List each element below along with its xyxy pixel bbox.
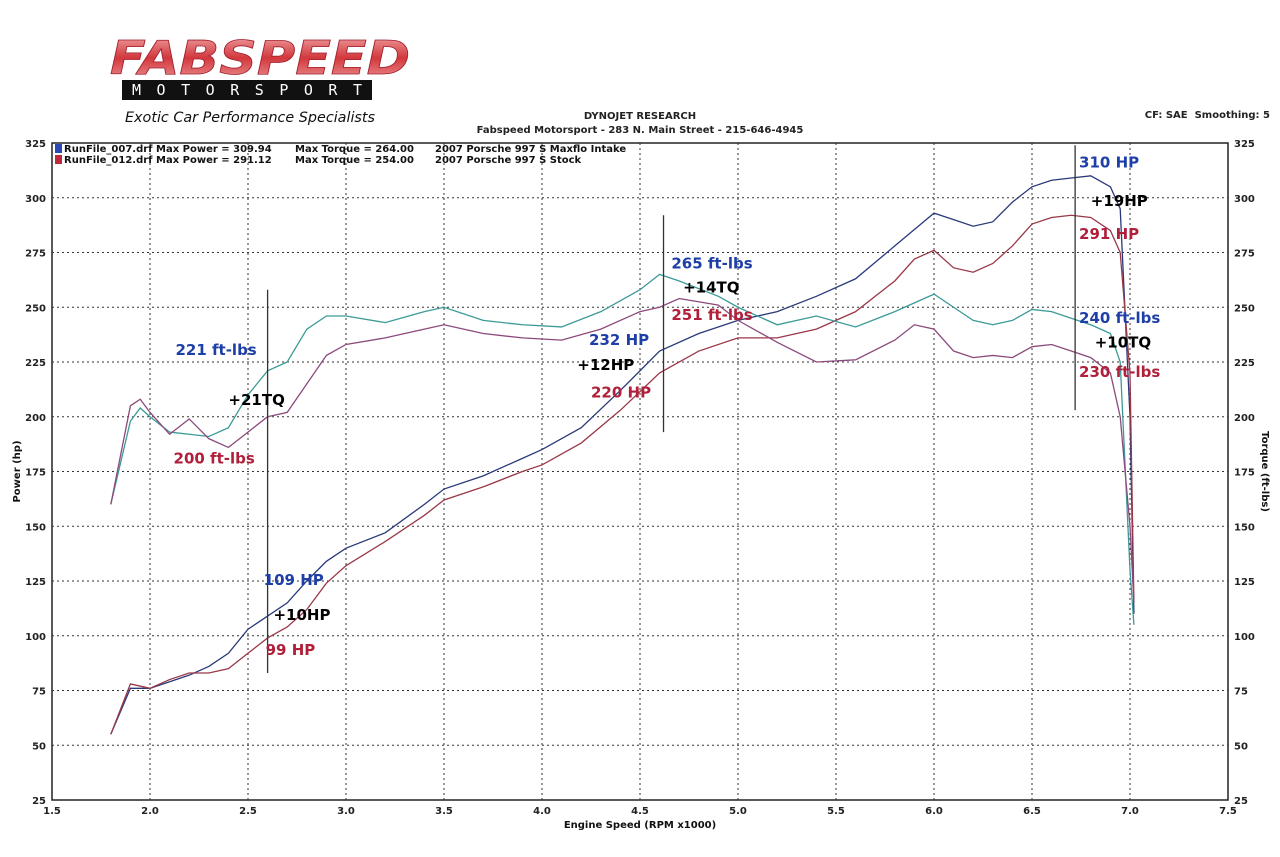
series-line-power [110,175,1135,735]
dyno-title: DYNOJET RESEARCH [583,111,697,122]
fabspeed-logo: FABSPEED MOTORSPORT Exotic Car Performan… [110,31,411,126]
y-tick-label-left: 275 [25,249,46,260]
x-tick-label: 7.5 [1219,806,1237,817]
x-tick-label: 5.0 [729,806,747,817]
y-tick-label-left: 175 [25,468,46,479]
y-tick-label-right: 300 [1234,194,1255,205]
y-tick-label-right: 150 [1234,522,1255,533]
series-line-torque [110,297,1135,603]
x-tick-label: 7.0 [1121,806,1139,817]
annotation-label: 220 HP [591,384,651,402]
x-tick-label: 6.0 [925,806,943,817]
annotation-label: 265 ft-lbs [671,254,752,272]
y-tick-label-left: 225 [25,358,46,369]
y-tick-label-left: 125 [25,577,46,588]
y-tick-label-right: 250 [1234,303,1255,314]
y-tick-label-left: 300 [25,194,46,205]
y-tick-label-left: 50 [32,741,46,752]
annotation-label: +12HP [577,356,634,374]
legend-torque: Max Torque = 264.00 [295,144,414,155]
y-tick-label-right: 200 [1234,413,1255,424]
x-tick-label: 4.5 [631,806,649,817]
x-tick-label: 3.0 [337,806,355,817]
y-tick-label-right: 50 [1234,741,1248,752]
annotation-label: 240 ft-lbs [1079,309,1160,327]
annotation-label: +19HP [1091,192,1148,210]
series-line-power [110,214,1135,735]
annotation-label: 221 ft-lbs [175,341,256,359]
annotation-label: 200 ft-lbs [174,449,255,467]
x-tick-label: 5.5 [827,806,845,817]
annotation-label: 99 HP [266,641,316,659]
y-tick-label-left: 200 [25,413,46,424]
legend-file: RunFile_007.drf Max Power = 309.94 [64,144,272,155]
annotation-label: +21TQ [228,391,284,409]
x-tick-label: 3.5 [435,806,453,817]
series-line-torque [110,273,1135,625]
legend-swatch [55,155,62,164]
legend-swatch [55,144,62,153]
x-axis-label: Engine Speed (RPM x1000) [564,820,716,831]
annotation-label: 310 HP [1079,154,1139,172]
x-tick-label: 6.5 [1023,806,1041,817]
y-tick-label-left: 75 [32,687,46,698]
svg-text:FABSPEED: FABSPEED [110,31,410,85]
y-tick-label-right: 175 [1234,468,1255,479]
x-tick-label: 1.5 [43,806,61,817]
annotation-label: 291 HP [1079,225,1139,243]
x-tick-label: 2.0 [141,806,159,817]
dyno-settings: CF: SAE Smoothing: 5 [1144,110,1270,121]
annotation-label: +10HP [273,606,330,624]
y2-axis-label: Torque (ft-lbs) [1259,431,1270,512]
svg-text:Exotic Car Performance Special: Exotic Car Performance Specialists [125,110,375,126]
y-axis-label: Power (hp) [12,440,23,502]
legend-file: RunFile_012.drf Max Power = 291.12 [64,155,272,166]
x-tick-label: 2.5 [239,806,257,817]
legend-description: 2007 Porsche 997 S Stock [435,155,582,166]
y-tick-label-left: 150 [25,522,46,533]
y-tick-label-right: 275 [1234,249,1255,260]
y-tick-label-right: 25 [1234,796,1248,807]
x-tick-label: 4.0 [533,806,551,817]
y-tick-label-right: 225 [1234,358,1255,369]
y-tick-label-right: 100 [1234,632,1255,643]
legend-description: 2007 Porsche 997 S Maxflo Intake [435,144,626,155]
y-tick-label-right: 125 [1234,577,1255,588]
y-tick-label-left: 100 [25,632,46,643]
annotation-label: +10TQ [1095,333,1151,351]
annotation-label: 109 HP [264,571,324,589]
y-tick-label-left: 325 [25,139,46,150]
y-tick-label-right: 75 [1234,687,1248,698]
annotation-label: +14TQ [683,279,739,297]
y-tick-label-left: 25 [32,796,46,807]
legend-torque: Max Torque = 254.00 [295,155,414,166]
annotation-label: 251 ft-lbs [671,306,752,324]
annotation-label: 230 ft-lbs [1079,363,1160,381]
y-tick-label-left: 250 [25,303,46,314]
annotation-label: 232 HP [589,331,649,349]
y-tick-label-right: 325 [1234,139,1255,150]
dyno-subtitle: Fabspeed Motorsport - 283 N. Main Street… [476,125,804,136]
